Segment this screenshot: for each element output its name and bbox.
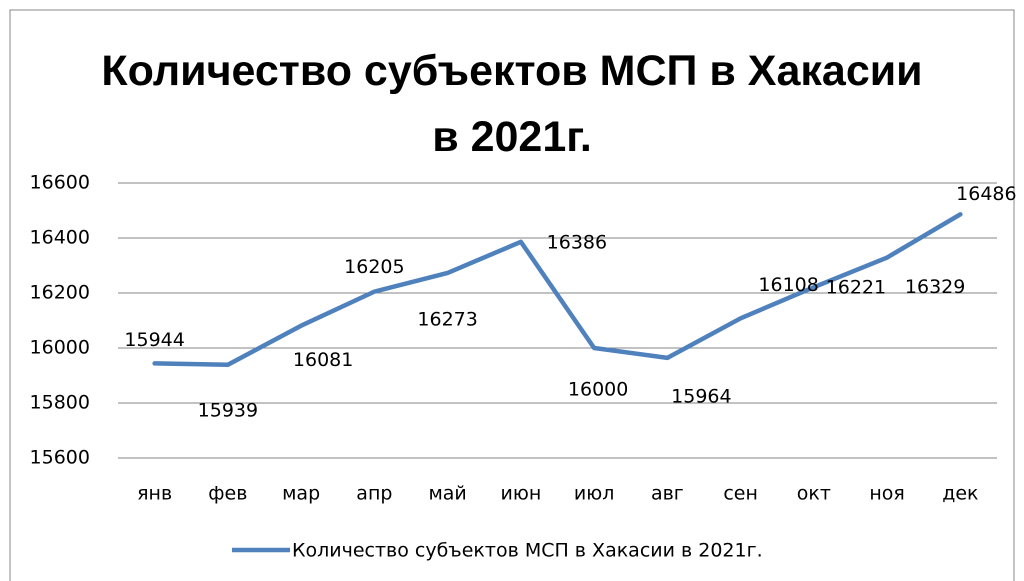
- x-tick-label: фев: [208, 483, 247, 505]
- y-tick-label: 16200: [30, 282, 90, 304]
- y-tick-label: 15800: [30, 392, 90, 414]
- x-tick-label: авг: [651, 483, 684, 505]
- x-tick-label: янв: [137, 483, 172, 505]
- data-label: 15939: [198, 399, 258, 421]
- x-tick-label: дек: [942, 483, 978, 505]
- data-label: 16329: [905, 276, 965, 298]
- x-tick-label: май: [428, 483, 466, 505]
- data-line: [152, 212, 963, 368]
- legend-label: Количество субъектов МСП в Хакасии в 202…: [292, 540, 763, 562]
- x-tick-label: июл: [574, 483, 615, 505]
- title-box: Количество субъектов МСП в Хакасии в 202…: [0, 38, 1024, 170]
- data-label: 16081: [293, 349, 353, 371]
- data-label: 16221: [826, 277, 886, 299]
- data-label: 16108: [758, 274, 818, 296]
- y-tick-label: 15600: [30, 447, 90, 469]
- x-tick-label: июн: [500, 483, 541, 505]
- data-label: 16486: [956, 183, 1016, 205]
- data-label: 16000: [568, 379, 628, 401]
- chart-title: Количество субъектов МСП в Хакасии в 202…: [101, 47, 923, 161]
- y-tick-label: 16600: [30, 172, 90, 194]
- data-label: 15964: [671, 385, 731, 407]
- x-tick-label: окт: [797, 483, 831, 505]
- y-tick-label: 16000: [30, 337, 90, 359]
- x-tick-label: апр: [356, 483, 392, 505]
- chart-border: [9, 9, 1015, 581]
- x-tick-label: ноя: [869, 483, 904, 505]
- data-label: 16386: [547, 231, 607, 253]
- data-label: 16273: [417, 308, 477, 330]
- x-tick-label: мар: [282, 483, 320, 505]
- y-tick-label: 16400: [30, 227, 90, 249]
- x-tick-label: сен: [723, 483, 758, 505]
- data-label: 15944: [124, 329, 184, 351]
- data-label: 16205: [344, 256, 404, 278]
